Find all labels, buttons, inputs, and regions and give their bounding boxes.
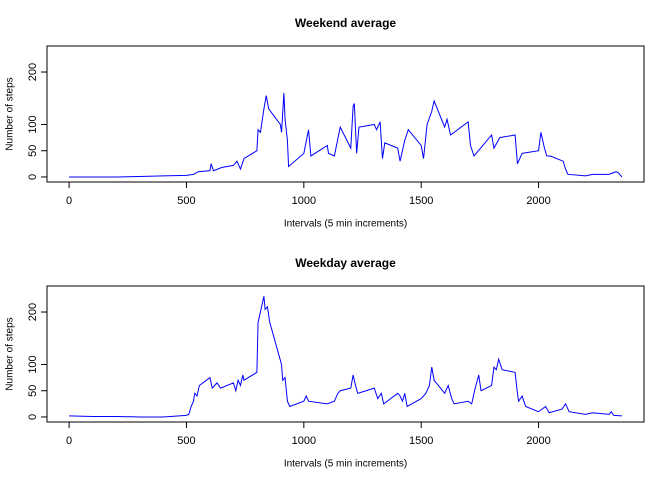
y-axis-label: Number of steps <box>5 317 16 390</box>
chart-title: Weekend average <box>295 16 396 30</box>
x-tick-label: 1000 <box>292 195 316 207</box>
x-tick-label: 500 <box>177 435 195 447</box>
y-tick-label: 200 <box>27 303 39 321</box>
x-tick-label: 500 <box>177 195 195 207</box>
x-tick-label: 0 <box>66 195 72 207</box>
x-tick-label: 1500 <box>409 435 433 447</box>
x-tick-label: 0 <box>66 435 72 447</box>
y-tick-label: 100 <box>27 115 39 133</box>
data-line <box>69 296 622 418</box>
chart-title: Weekday average <box>295 256 396 270</box>
x-tick-label: 1000 <box>292 435 316 447</box>
plot-box <box>46 285 645 423</box>
y-tick-label: 0 <box>27 414 39 420</box>
x-tick-label: 1500 <box>409 195 433 207</box>
x-tick-label: 2000 <box>526 435 550 447</box>
x-axis-label: Intervals (5 min increments) <box>284 219 407 230</box>
y-tick-label: 200 <box>27 63 39 81</box>
y-tick-label: 100 <box>27 355 39 373</box>
x-axis-label: Intervals (5 min increments) <box>284 459 407 470</box>
y-tick-label: 50 <box>27 145 39 157</box>
data-line <box>69 92 623 178</box>
y-tick-label: 0 <box>27 174 39 180</box>
y-axis-label: Number of steps <box>5 77 16 150</box>
plot-box <box>46 45 645 183</box>
y-tick-label: 50 <box>27 385 39 397</box>
x-tick-label: 2000 <box>526 195 550 207</box>
